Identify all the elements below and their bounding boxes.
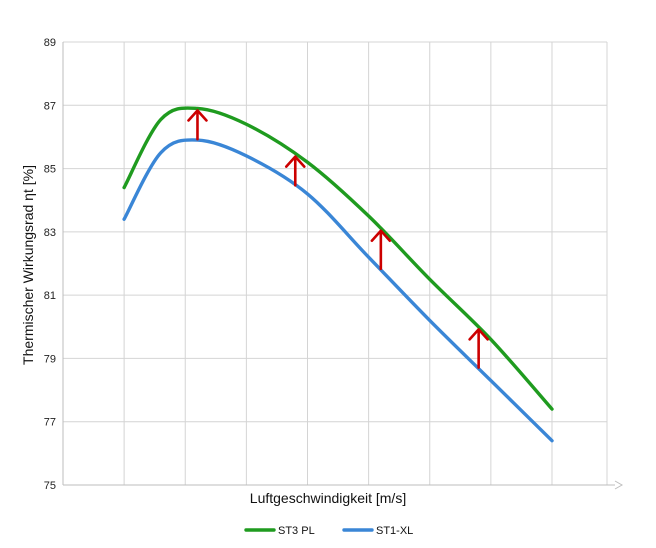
y-tick-label: 87 — [44, 100, 56, 112]
y-tick-label: 79 — [44, 353, 56, 365]
up-arrow-icon — [284, 155, 306, 187]
y-tick-label: 89 — [44, 37, 56, 49]
up-arrow-head — [468, 328, 489, 341]
y-tick-label: 77 — [44, 417, 56, 429]
legend-item-st1-xl: ST1-XL — [342, 525, 413, 537]
y-tick-label: 81 — [44, 290, 56, 302]
legend-label: ST1-XL — [376, 525, 413, 537]
y-axis-label: Thermischer Wirkungsrad ηt [%] — [20, 165, 36, 365]
up-arrow-head — [370, 229, 392, 242]
series-line-st1-xl — [122, 138, 554, 443]
y-tick-label: 75 — [44, 480, 56, 492]
x-axis-label: Luftgeschwindigkeit [m/s] — [250, 490, 406, 506]
axes — [62, 42, 624, 490]
grid-lines — [63, 41, 608, 485]
series-lines — [122, 106, 554, 443]
up-arrow-icon — [468, 328, 489, 369]
y-tick-label: 83 — [44, 227, 56, 239]
legend: ST3 PL ST1-XL — [244, 525, 413, 537]
legend-item-st3-pl: ST3 PL — [244, 525, 315, 537]
annotation-arrows — [187, 109, 489, 369]
up-arrow-icon — [187, 109, 208, 141]
x-axis-arrow — [614, 480, 624, 490]
legend-label: ST3 PL — [278, 525, 315, 537]
up-arrow-head — [187, 109, 208, 122]
up-arrow-head — [284, 155, 306, 168]
y-tick-label: 85 — [44, 164, 56, 176]
series-line-st3-pl — [122, 106, 554, 411]
y-tick-labels: 75 77 79 81 83 85 87 89 — [44, 37, 56, 492]
up-arrow-icon — [370, 229, 392, 271]
